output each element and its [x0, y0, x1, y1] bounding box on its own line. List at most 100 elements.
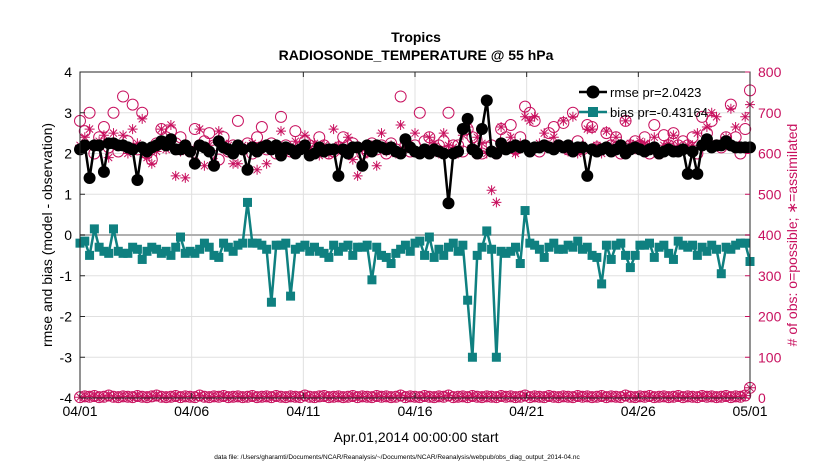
bias-point: [190, 248, 200, 258]
obs_assimilated-point: [299, 130, 310, 141]
obs_assimilated-point: [706, 107, 717, 118]
bias-point: [386, 259, 396, 269]
obs_assimilated-point: [477, 138, 487, 149]
obs_assimilated-point: [730, 122, 741, 132]
chart-subtitle: RADIOSONDE_TEMPERATURE @ 55 hPa: [279, 47, 554, 63]
obs_assimilated-point: [524, 115, 535, 126]
bias-point: [338, 242, 348, 252]
obs_assimilated_bottom-point: [462, 392, 473, 403]
legend-rmse-marker: [586, 85, 600, 99]
obs_possible-point: [394, 90, 407, 103]
bias-point: [152, 244, 162, 254]
obs_assimilated-point: [496, 122, 507, 132]
bias-point: [606, 254, 616, 264]
bias-point: [219, 238, 229, 248]
legend-bias-label: bias pr=-0.43164: [610, 105, 708, 120]
obs_assimilated_bottom-point: [668, 391, 679, 402]
obs_assimilated_bottom-point: [582, 391, 593, 402]
x-tick-label: 04/06: [174, 403, 209, 419]
obs_assimilated_bottom-point: [381, 391, 392, 402]
obs_assimilated-point: [347, 154, 358, 165]
obs_assimilated-point: [309, 138, 320, 149]
obs_assimilated_bottom-point: [113, 392, 124, 403]
bias-point: [592, 252, 602, 262]
bias-point: [195, 244, 205, 254]
obs_assimilated-point: [132, 138, 143, 149]
obs_assimilated_bottom-point: [572, 391, 583, 401]
bias-point: [319, 248, 329, 258]
obs_assimilated-point: [725, 103, 736, 114]
bias-point: [243, 197, 252, 207]
obs_assimilated-point: [448, 142, 459, 153]
bias-point: [118, 248, 128, 258]
bias-point: [147, 242, 157, 252]
bias-point: [444, 242, 453, 252]
bias-point: [611, 240, 621, 250]
rmse-point: [236, 143, 249, 156]
obs_assimilated-point: [740, 111, 751, 122]
bias-point: [525, 238, 535, 248]
obs_assimilated-point: [663, 138, 674, 149]
bias-point: [257, 240, 267, 250]
bias-point: [109, 224, 118, 234]
bias-point: [310, 242, 319, 252]
obs_assimilated-point: [84, 124, 95, 135]
rmse-point: [184, 145, 197, 158]
bias-point: [262, 244, 272, 254]
obs_assimilated_bottom-point: [515, 391, 526, 402]
y-right-tick-label: 0: [758, 390, 766, 406]
bias-point: [578, 244, 587, 254]
obs_assimilated_bottom-point: [429, 392, 440, 403]
bias-point: [104, 248, 114, 258]
y-right-tick-label: 300: [758, 268, 782, 284]
bias-point: [702, 246, 712, 256]
legend: rmse pr=2.0423 bias pr=-0.43164: [579, 85, 708, 120]
obs_assimilated-point: [376, 128, 387, 139]
obs_possible-point: [739, 123, 752, 136]
rmse-point: [691, 167, 704, 180]
bias-point: [625, 263, 635, 273]
rmse-point: [442, 197, 455, 210]
rmse-point: [686, 145, 699, 158]
obs_assimilated-point: [687, 140, 698, 151]
bias-point: [721, 242, 731, 252]
bias-point: [377, 250, 386, 260]
obs_assimilated_bottom-point: [524, 392, 535, 403]
obs_assimilated-point: [276, 126, 286, 137]
obs_assimilated_bottom-point: [194, 390, 205, 401]
bias-point: [357, 242, 367, 252]
obs_assimilated_bottom-point: [735, 391, 746, 402]
obs_assimilated_bottom-point: [596, 391, 607, 401]
bias-point: [353, 242, 363, 252]
bias-point: [214, 252, 224, 262]
obs_assimilated_bottom-point: [247, 391, 258, 401]
rmse-point: [78, 139, 91, 152]
bias-point: [467, 352, 477, 362]
bias-point: [597, 279, 607, 289]
obs_assimilated_bottom-point: [271, 391, 282, 401]
obs_assimilated_bottom-point: [678, 392, 688, 403]
y-right-tick-label: 700: [758, 105, 782, 121]
obs_assimilated-point: [438, 128, 449, 139]
bias-point: [410, 238, 420, 248]
obs_assimilated_bottom-point: [218, 391, 229, 401]
bias-point: [515, 259, 525, 269]
y-right-tick-label: 500: [758, 186, 782, 202]
obs_assimilated_bottom-point: [295, 392, 306, 403]
x-axis-label: Apr.01,2014 00:00:00 start: [333, 429, 498, 445]
x-tick-label: 04/21: [509, 403, 544, 419]
chart-title: Tropics: [391, 29, 441, 45]
obs_assimilated-point: [673, 140, 684, 151]
bias-point: [176, 232, 185, 242]
obs_assimilated-point: [137, 113, 148, 124]
obs_assimilated_bottom-point: [467, 391, 478, 401]
bias-point: [678, 240, 688, 250]
obs_assimilated-point: [79, 132, 90, 143]
obs_assimilated_bottom-point: [477, 392, 487, 403]
obs_assimilated_bottom-point: [520, 390, 531, 401]
rmse-point: [476, 123, 488, 136]
obs_assimilated_bottom-point: [232, 391, 243, 402]
bias-point: [300, 240, 310, 250]
y-right-tick-label: 200: [758, 309, 782, 325]
bias-point: [482, 226, 492, 236]
